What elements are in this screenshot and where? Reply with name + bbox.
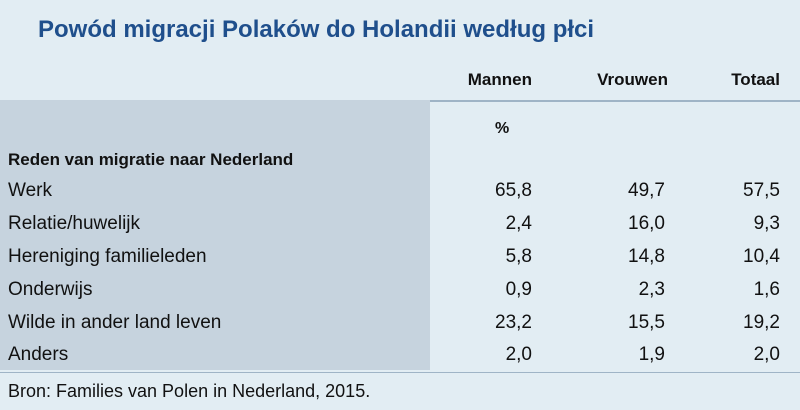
cell-totaal: 10,4	[743, 246, 780, 267]
page-title: Powód migracji Polaków do Holandii wedłu…	[38, 16, 595, 43]
cell-vrouwen: 49,7	[628, 180, 665, 201]
cell-mannen: 65,8	[495, 180, 532, 201]
cell-vrouwen: 1,9	[638, 344, 665, 365]
cell-mannen: 5,8	[505, 246, 532, 267]
cell-mannen: 2,0	[505, 344, 532, 365]
row-label-panel	[0, 100, 430, 370]
cell-mannen: 2,4	[505, 213, 532, 234]
header-divider	[430, 100, 800, 102]
cell-mannen: 23,2	[495, 312, 532, 333]
cell-vrouwen: 14,8	[628, 246, 665, 267]
row-label: Onderwijs	[8, 279, 93, 300]
column-header-vrouwen: Vrouwen	[597, 70, 668, 89]
cell-totaal: 1,6	[753, 279, 780, 300]
row-label: Werk	[8, 180, 52, 201]
cell-totaal: 9,3	[753, 213, 780, 234]
column-header-totaal: Totaal	[731, 70, 780, 89]
cell-mannen: 0,9	[505, 279, 532, 300]
table-row: Onderwijs 0,9 2,3 1,6	[0, 275, 800, 307]
source-note: Bron: Families van Polen in Nederland, 2…	[8, 381, 371, 401]
cell-vrouwen: 2,3	[638, 279, 665, 300]
table-row: Hereniging familieleden 5,8 14,8 10,4	[0, 242, 800, 274]
row-label: Relatie/huwelijk	[8, 213, 141, 234]
source-divider	[0, 372, 800, 373]
row-label: Wilde in ander land leven	[8, 312, 222, 333]
table-row: Relatie/huwelijk 2,4 16,0 9,3	[0, 209, 800, 241]
row-label: Hereniging familieleden	[8, 246, 207, 267]
unit-label: %	[495, 120, 510, 137]
row-header-label: Reden van migratie naar Nederland	[8, 150, 294, 169]
table-row: Anders 2,0 1,9 2,0	[0, 340, 800, 372]
cell-vrouwen: 15,5	[628, 312, 665, 333]
table-row: Wilde in ander land leven 23,2 15,5 19,2	[0, 308, 800, 340]
table-row: Werk 65,8 49,7 57,5	[0, 176, 800, 208]
cell-totaal: 19,2	[743, 312, 780, 333]
row-label: Anders	[8, 344, 69, 365]
cell-vrouwen: 16,0	[628, 213, 665, 234]
column-header-mannen: Mannen	[467, 70, 532, 89]
cell-totaal: 2,0	[753, 344, 780, 365]
cell-totaal: 57,5	[743, 180, 780, 201]
